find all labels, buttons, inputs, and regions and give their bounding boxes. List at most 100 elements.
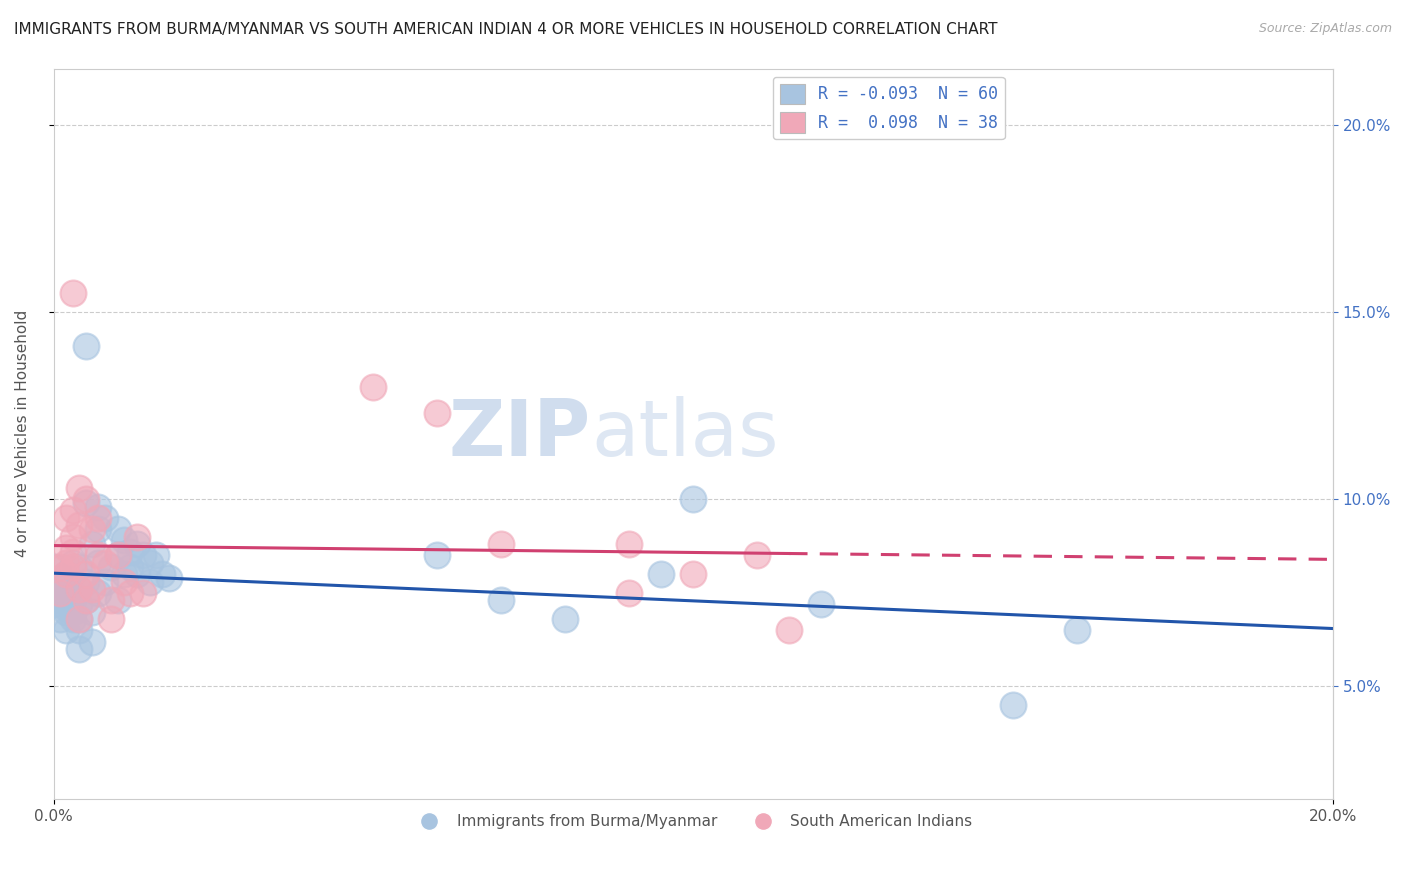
- Point: [67, 559, 90, 574]
- Point: [94, 556, 117, 570]
- Point: [67, 642, 90, 657]
- Point: [747, 549, 769, 563]
- Point: [67, 624, 90, 638]
- Point: [120, 586, 142, 600]
- Point: [120, 559, 142, 574]
- Point: [67, 612, 90, 626]
- Point: [55, 600, 77, 615]
- Point: [619, 537, 641, 551]
- Point: [55, 567, 77, 582]
- Point: [125, 530, 148, 544]
- Point: [49, 612, 72, 626]
- Point: [107, 593, 129, 607]
- Point: [112, 533, 135, 548]
- Point: [87, 500, 110, 514]
- Point: [62, 605, 84, 619]
- Point: [80, 537, 103, 551]
- Point: [67, 582, 90, 596]
- Point: [491, 593, 513, 607]
- Point: [100, 559, 122, 574]
- Text: atlas: atlas: [591, 396, 779, 472]
- Point: [87, 556, 110, 570]
- Point: [75, 593, 97, 607]
- Point: [55, 605, 77, 619]
- Point: [62, 503, 84, 517]
- Point: [62, 559, 84, 574]
- Point: [49, 586, 72, 600]
- Point: [426, 549, 449, 563]
- Y-axis label: 4 or more Vehicles in Household: 4 or more Vehicles in Household: [15, 310, 30, 558]
- Point: [49, 571, 72, 585]
- Text: ZIP: ZIP: [449, 396, 591, 472]
- Point: [42, 597, 65, 611]
- Point: [125, 537, 148, 551]
- Point: [75, 339, 97, 353]
- Point: [87, 511, 110, 525]
- Point: [138, 556, 160, 570]
- Point: [1002, 698, 1025, 713]
- Point: [67, 518, 90, 533]
- Point: [132, 549, 155, 563]
- Point: [778, 624, 800, 638]
- Point: [67, 597, 90, 611]
- Legend: Immigrants from Burma/Myanmar, South American Indians: Immigrants from Burma/Myanmar, South Ame…: [408, 808, 979, 835]
- Point: [650, 567, 672, 582]
- Point: [87, 549, 110, 563]
- Point: [49, 593, 72, 607]
- Point: [49, 559, 72, 574]
- Point: [67, 481, 90, 495]
- Point: [363, 380, 385, 394]
- Point: [75, 496, 97, 510]
- Point: [55, 567, 77, 582]
- Point: [55, 556, 77, 570]
- Point: [49, 586, 72, 600]
- Point: [94, 511, 117, 525]
- Point: [80, 522, 103, 536]
- Point: [80, 634, 103, 648]
- Point: [55, 582, 77, 596]
- Point: [62, 286, 84, 301]
- Point: [810, 597, 832, 611]
- Point: [75, 593, 97, 607]
- Point: [554, 612, 576, 626]
- Text: Source: ZipAtlas.com: Source: ZipAtlas.com: [1258, 22, 1392, 36]
- Point: [62, 544, 84, 558]
- Point: [107, 522, 129, 536]
- Point: [138, 574, 160, 589]
- Point: [125, 567, 148, 582]
- Point: [682, 567, 704, 582]
- Point: [75, 492, 97, 507]
- Point: [67, 612, 90, 626]
- Point: [62, 530, 84, 544]
- Point: [55, 511, 77, 525]
- Point: [112, 574, 135, 589]
- Point: [62, 593, 84, 607]
- Point: [100, 593, 122, 607]
- Point: [100, 612, 122, 626]
- Point: [619, 586, 641, 600]
- Point: [80, 605, 103, 619]
- Point: [87, 522, 110, 536]
- Point: [75, 574, 97, 589]
- Text: IMMIGRANTS FROM BURMA/MYANMAR VS SOUTH AMERICAN INDIAN 4 OR MORE VEHICLES IN HOU: IMMIGRANTS FROM BURMA/MYANMAR VS SOUTH A…: [14, 22, 998, 37]
- Point: [75, 567, 97, 582]
- Point: [132, 586, 155, 600]
- Point: [107, 549, 129, 563]
- Point: [55, 541, 77, 555]
- Point: [157, 571, 180, 585]
- Point: [491, 537, 513, 551]
- Point: [87, 586, 110, 600]
- Point: [150, 567, 173, 582]
- Point: [55, 624, 77, 638]
- Point: [112, 567, 135, 582]
- Point: [426, 406, 449, 420]
- Point: [94, 574, 117, 589]
- Point: [120, 544, 142, 558]
- Point: [682, 492, 704, 507]
- Point: [62, 586, 84, 600]
- Point: [55, 574, 77, 589]
- Point: [62, 556, 84, 570]
- Point: [1066, 624, 1088, 638]
- Point: [67, 582, 90, 596]
- Point: [42, 559, 65, 574]
